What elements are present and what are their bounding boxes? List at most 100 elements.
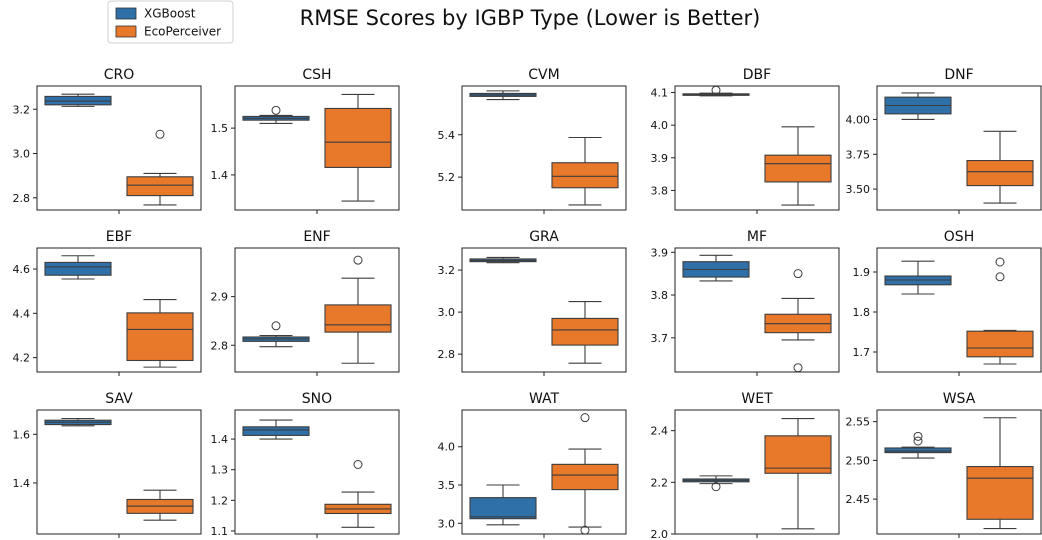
legend-swatch-ecoperceiver [115, 25, 137, 38]
panel-frame [36, 85, 202, 211]
y-tick-label: 1.7 [853, 346, 871, 359]
panel-cro: CRO 2.8 3.0 3.2 [13, 67, 202, 214]
legend-swatch-xgboost [115, 7, 137, 20]
panel-gra: GRA 2.8 3.0 3.2 [438, 229, 627, 376]
iqr-box [966, 466, 1034, 520]
panel-title: CSH [302, 67, 331, 83]
panel-title: WAT [529, 391, 560, 407]
panel-frame [234, 409, 400, 535]
y-tick-label: 4.1 [651, 87, 669, 100]
panel-wat: WAT 3.0 3.5 4.0 [438, 391, 627, 538]
y-tick-label: 3.0 [438, 306, 456, 319]
outlier-point [271, 321, 281, 331]
panel-cvm: CVM 5.2 5.4 [438, 67, 627, 214]
box-sno-ecoperceiver [324, 459, 392, 528]
y-tick-label: 2.2 [651, 476, 669, 489]
panel-title: SAV [105, 391, 133, 407]
box-cro-xgboost [44, 93, 112, 107]
panel-frame [461, 409, 627, 535]
box-sav-ecoperceiver [126, 489, 194, 521]
y-tick-label: 4.4 [13, 307, 31, 320]
panel-grid: CRO 2.8 3.0 3.2 CSH 1.4 1.5 CVM 5.2 5.4 DBF 3.8 3.9 4… [13, 67, 1042, 540]
y-tick-label: 3.0 [438, 517, 456, 530]
box-mf-ecoperceiver [764, 269, 832, 373]
panel-frame [876, 85, 1042, 211]
iqr-box [324, 304, 392, 333]
outlier-point [711, 482, 721, 492]
y-tick-label: 2.9 [211, 291, 229, 304]
y-tick-label: 2.8 [211, 339, 229, 352]
y-tick-label: 3.8 [651, 184, 669, 197]
panel-osh: OSH 1.7 1.8 1.9 [853, 229, 1042, 376]
box-dnf-xgboost [884, 92, 952, 120]
y-tick-label: 1.3 [211, 464, 229, 477]
y-tick-label: 1.2 [211, 494, 229, 507]
y-tick-label: 2.55 [846, 416, 871, 429]
box-wsa-ecoperceiver [966, 417, 1034, 530]
box-wet-xgboost [682, 475, 750, 492]
y-tick-label: 4.0 [651, 119, 669, 132]
y-tick-label: 1.4 [13, 477, 31, 490]
box-wat-ecoperceiver [551, 413, 619, 535]
panel-title: GRA [529, 229, 559, 245]
y-tick-label: 4.0 [438, 441, 456, 454]
y-tick-label: 3.5 [438, 479, 456, 492]
panel-wet: WET 2.0 2.2 2.4 [651, 391, 840, 540]
panel-title: OSH [944, 229, 974, 245]
box-dbf-xgboost [682, 85, 750, 97]
y-tick-label: 4.6 [13, 263, 31, 276]
box-osh-ecoperceiver [966, 257, 1034, 365]
outlier-point [793, 363, 803, 373]
panel-title: MF [747, 229, 767, 245]
outlier-point [913, 436, 923, 446]
box-enf-xgboost [242, 321, 310, 348]
outlier-point [793, 269, 803, 279]
outlier-point [913, 431, 923, 441]
panel-frame [674, 247, 840, 373]
panel-frame [876, 247, 1042, 373]
iqr-box [551, 317, 619, 346]
panel-csh: CSH 1.4 1.5 [211, 67, 400, 214]
panel-wsa: WSA 2.45 2.50 2.55 [846, 391, 1042, 538]
box-csh-ecoperceiver [324, 93, 392, 202]
iqr-box [469, 497, 537, 520]
iqr-box [44, 261, 112, 276]
panel-enf: ENF 2.8 2.9 [211, 229, 400, 376]
y-tick-label: 3.0 [13, 148, 31, 161]
y-tick-label: 1.8 [853, 306, 871, 319]
y-tick-label: 3.8 [651, 289, 669, 302]
panel-title: CRO [104, 67, 135, 83]
y-tick-label: 2.0 [651, 528, 669, 540]
panel-title: WSA [943, 391, 976, 407]
iqr-box [242, 426, 310, 436]
box-dbf-ecoperceiver [764, 126, 832, 206]
panel-dbf: DBF 3.8 3.9 4.0 4.1 [651, 67, 840, 214]
panel-frame [876, 409, 1042, 535]
y-tick-label: 3.2 [13, 103, 31, 116]
iqr-box [551, 162, 619, 189]
y-tick-label: 2.8 [438, 348, 456, 361]
y-tick-label: 1.9 [853, 266, 871, 279]
box-wet-ecoperceiver [764, 417, 832, 530]
outlier-point [995, 257, 1005, 267]
panel-frame [674, 85, 840, 211]
y-tick-label: 3.2 [438, 264, 456, 277]
y-tick-label: 1.4 [211, 433, 229, 446]
box-osh-xgboost [884, 260, 952, 295]
box-mf-xgboost [682, 254, 750, 282]
box-csh-xgboost [242, 105, 310, 124]
iqr-box [966, 330, 1034, 358]
y-tick-label: 2.45 [846, 493, 871, 506]
y-tick-label: 1.4 [211, 169, 229, 182]
iqr-box [324, 107, 392, 168]
box-ebf-ecoperceiver [126, 299, 194, 368]
box-cvm-xgboost [469, 90, 537, 101]
panel-sno: SNO 1.1 1.2 1.3 1.4 [211, 391, 400, 538]
box-enf-ecoperceiver [324, 255, 392, 364]
panel-title: SNO [302, 391, 332, 407]
legend: XGBoost EcoPerceiver [107, 0, 234, 44]
y-tick-label: 4.2 [13, 352, 31, 365]
y-tick-label: 3.7 [651, 332, 669, 345]
box-cvm-ecoperceiver [551, 136, 619, 206]
outlier-point [580, 413, 590, 423]
